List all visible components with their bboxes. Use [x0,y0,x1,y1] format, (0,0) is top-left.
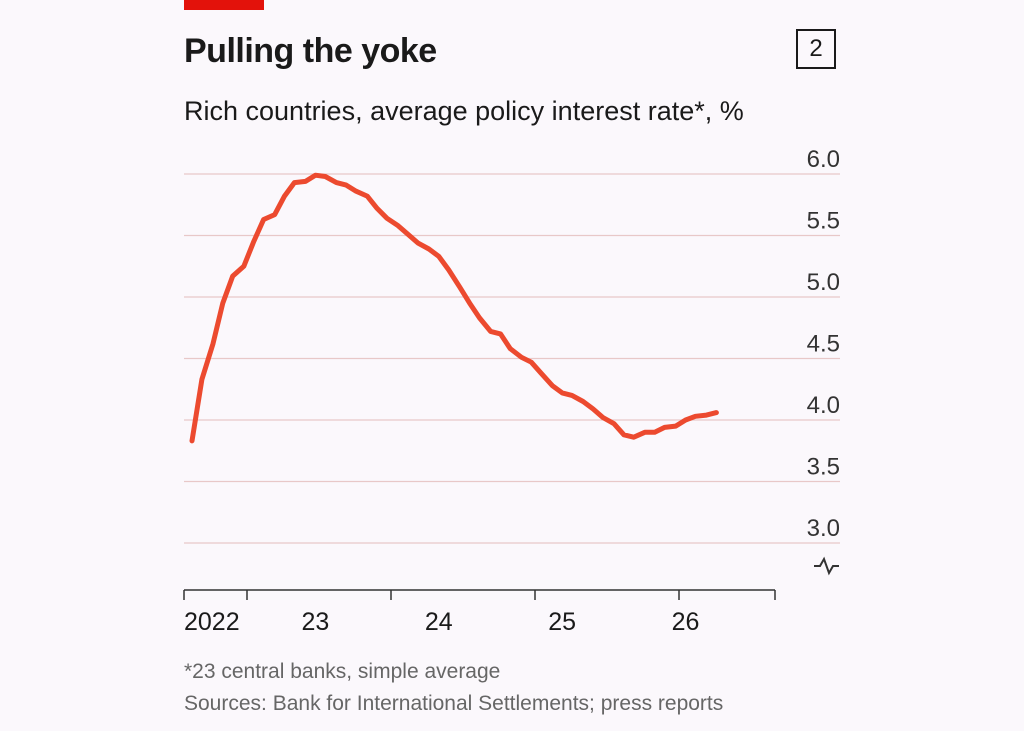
series-line [189,172,719,444]
y-tick-label: 5.5 [807,208,840,235]
x-tick-label: 2022 [184,608,240,636]
chart-number-badge: 2 [796,29,836,69]
x-tick-label: 25 [548,608,576,636]
y-tick-label: 5.0 [807,269,840,296]
y-tick-label: 3.5 [807,454,840,481]
y-tick-label: 4.5 [807,331,840,358]
accent-bar [184,0,264,10]
chart-notes: *23 central banks, simple average Source… [184,656,723,720]
sources-note: Sources: Bank for International Settleme… [184,692,724,715]
y-tick-label: 4.0 [807,392,840,419]
chart-subtitle: Rich countries, average policy interest … [184,96,744,126]
y-tick-label: 6.0 [807,146,840,173]
x-tick-label: 24 [425,608,453,636]
footnote: *23 central banks, simple average [184,660,501,683]
chart-title: Pulling the yoke [184,32,437,70]
x-tick-label: 23 [301,608,329,636]
axis-break-icon [814,556,839,576]
x-tick-label: 26 [672,608,700,636]
y-tick-label: 3.0 [807,515,840,542]
